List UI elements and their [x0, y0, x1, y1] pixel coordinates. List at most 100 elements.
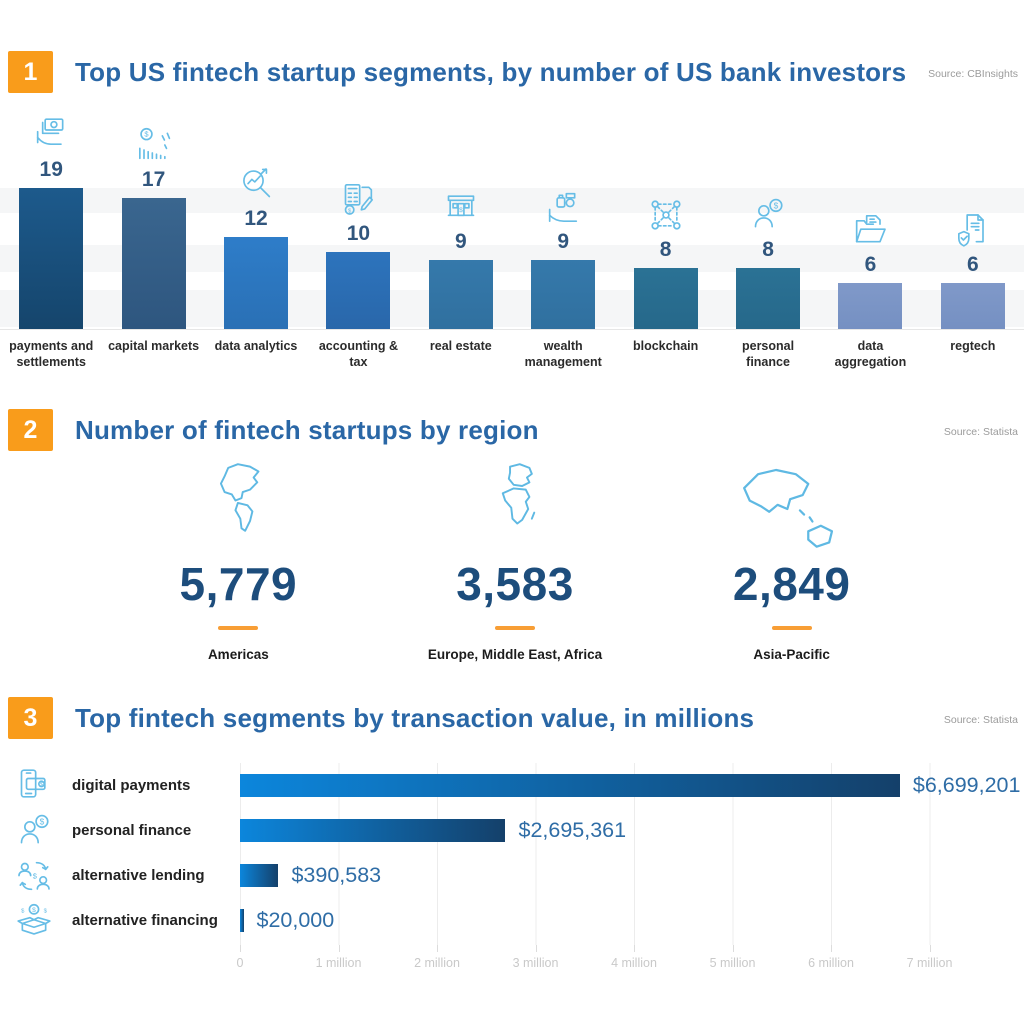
- bar-category-label: blockchain: [632, 339, 699, 353]
- bar-category-label: real estate: [429, 339, 492, 353]
- region-label: Americas: [207, 647, 269, 662]
- transaction-bar-chart: $ digital payments $6,699,201 $ personal fin…: [0, 763, 1024, 943]
- section2-source: Source: Statista: [943, 426, 1018, 438]
- bar-value-label: 8: [762, 238, 774, 261]
- bar-category-label: data aggregation: [834, 339, 907, 370]
- section1-header: 1 Top US fintech startup segments, by nu…: [8, 50, 1018, 94]
- bar-category: capital markets: [102, 338, 204, 371]
- svg-text:$: $: [21, 908, 25, 914]
- bar-value-label: 10: [346, 222, 371, 245]
- bank-building-icon: $: [441, 187, 481, 227]
- bar-category-label: wealth management: [524, 339, 602, 370]
- bar-value-label: 9: [454, 230, 467, 253]
- calculator-document-icon: $: [338, 179, 378, 219]
- section1-title: Top US fintech startup segments, by numb…: [75, 56, 907, 87]
- bar: [531, 260, 596, 329]
- bar-value-label: 8: [659, 238, 672, 261]
- axis-tick: [732, 945, 734, 952]
- bar-category: regtech: [922, 338, 1024, 371]
- section3-source: Source: Statista: [943, 714, 1018, 726]
- axis-tick-label: 7 million: [906, 956, 953, 970]
- svg-text:$: $: [40, 816, 45, 826]
- region-label: Europe, Middle East, Africa: [427, 647, 603, 662]
- bar-column: $8: [717, 115, 819, 329]
- bar: [121, 198, 186, 329]
- bar-category: real estate: [410, 338, 512, 371]
- accent-divider: [495, 626, 535, 630]
- bar-category-label: data analytics: [214, 339, 298, 353]
- svg-text:$: $: [348, 208, 352, 214]
- bar-category: accounting & tax: [307, 338, 409, 371]
- hbar-row: $ personal finance $2,695,361: [0, 808, 1024, 853]
- region-value: 2,849: [732, 558, 851, 610]
- bar: [428, 260, 493, 329]
- document-shield-check-icon: [953, 210, 993, 250]
- hand-money-icon: [31, 115, 71, 155]
- region-stat: 3,583 Europe, Middle East, Africa: [377, 460, 654, 662]
- axis-tick: [634, 945, 635, 952]
- bar: [326, 252, 391, 329]
- region-label: Asia-Pacific: [753, 647, 830, 662]
- hbar-row: $ $ $ alternative financing $20,000: [0, 898, 1024, 943]
- section2-header: 2 Number of fintech startups by region S…: [8, 408, 1018, 452]
- hbar-category-label: alternative financing: [72, 912, 218, 929]
- bar-column: 19: [0, 115, 102, 329]
- hbar: [240, 864, 279, 887]
- axis-tick-label: 2 million: [414, 956, 460, 970]
- people-exchange-icon: $: [14, 856, 56, 896]
- bar-category: personal finance: [717, 338, 819, 371]
- accent-divider: [771, 626, 812, 630]
- phone-wallet-icon: $: [14, 766, 56, 806]
- bar-value-label: 6: [967, 253, 979, 276]
- hbar-row: $ alternative lending $390,583: [0, 853, 1024, 898]
- axis-tick: [338, 945, 340, 952]
- section3-title: Top fintech segments by transaction valu…: [75, 702, 755, 733]
- bar: [736, 268, 801, 329]
- section1-source: Source: CBInsights: [928, 68, 1018, 80]
- bar: [224, 237, 289, 329]
- bar: [940, 283, 1005, 329]
- section2-title: Number of fintech startups by region: [75, 414, 539, 445]
- transaction-chart-axis: 0 1 million 2 million 3 million 4 million 5 m…: [237, 945, 952, 981]
- person-dollar-icon: $: [748, 195, 788, 235]
- axis-tick: [437, 945, 438, 952]
- axis-tick-label: 1 million: [315, 956, 362, 970]
- bar-category-label: payments and settlements: [9, 339, 94, 370]
- axis-tick: [831, 945, 832, 952]
- hbar: [240, 909, 244, 932]
- bar-column: 6: [819, 115, 921, 329]
- network-nodes-icon: [646, 195, 686, 235]
- svg-text:$: $: [33, 871, 38, 880]
- region-stat: 5,779 Americas: [100, 460, 377, 662]
- section3-number-badge: 3: [8, 697, 53, 739]
- region-stat: 2,849 Asia-Pacific: [653, 460, 930, 662]
- svg-text:$: $: [774, 200, 779, 210]
- bar-column: 12: [205, 115, 307, 329]
- bar-value-label: 9: [557, 230, 570, 253]
- axis-tick: [240, 945, 241, 952]
- bar: [633, 268, 698, 329]
- hbar-value-label: $390,583: [291, 863, 382, 887]
- person-dollar-icon: $: [14, 811, 56, 851]
- axis-tick-label: 4 million: [611, 956, 657, 970]
- accent-divider: [218, 626, 259, 630]
- bar-category: data aggregation: [819, 338, 921, 371]
- bar-column: $17: [102, 115, 204, 329]
- axis-tick: [929, 945, 931, 952]
- hand-assets-icon: [543, 187, 583, 227]
- bar-value-label: 19: [39, 158, 63, 181]
- bar-column: 9: [512, 115, 614, 329]
- bar: [19, 188, 84, 329]
- bar-category-label: personal finance: [741, 339, 795, 370]
- hbar-row: $ digital payments $6,699,201: [0, 763, 1024, 808]
- investors-bar-chart: 19 $17 12 $10 $9 9 8 $8 6 6: [0, 116, 1024, 330]
- declining-chart-coin-icon: $: [134, 125, 174, 165]
- svg-text:$: $: [144, 130, 149, 139]
- section2-number-badge: 2: [8, 409, 53, 451]
- americas-map-icon: [204, 460, 272, 555]
- bar-value-label: 6: [864, 253, 877, 276]
- svg-text:$: $: [44, 908, 48, 914]
- folder-document-icon: [850, 210, 890, 250]
- bar-category: data analytics: [205, 338, 307, 371]
